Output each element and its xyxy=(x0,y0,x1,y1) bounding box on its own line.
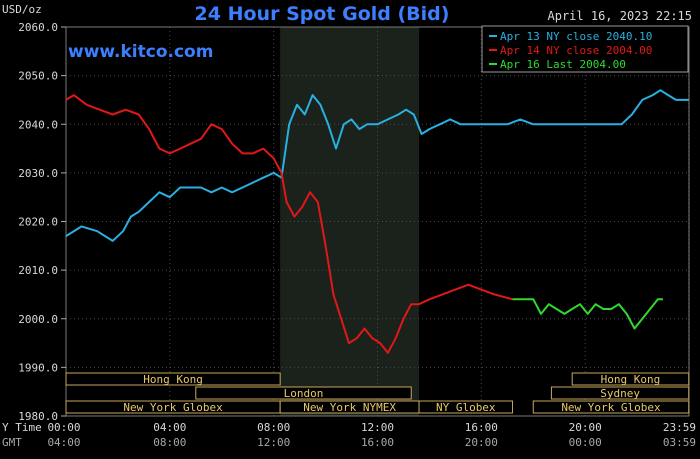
gmt-time-tick: 04:00 xyxy=(47,436,80,449)
ny-session-shade xyxy=(280,27,420,416)
market-hours-shading xyxy=(280,27,420,416)
market-sessions: Hong Kong London New York Globex New York N… xyxy=(65,372,690,414)
market-session-bar xyxy=(550,386,690,400)
watermark: www.kitco.com xyxy=(68,42,213,62)
unit-label: USD/oz xyxy=(2,3,42,16)
y-tick-label: 2020.0 xyxy=(18,216,58,229)
gmt-time-tick: 16:00 xyxy=(361,436,394,449)
legend-entry: Apr 16 Last 2004.00 xyxy=(500,58,626,71)
ny-time-label: Y Time xyxy=(2,421,42,434)
ny-time-tick: 23:59 xyxy=(663,421,696,434)
y-tick-label: 2010.0 xyxy=(18,264,58,277)
gmt-time-tick: 08:00 xyxy=(153,436,186,449)
timestamp: April 16, 2023 22:15 xyxy=(548,9,693,23)
ny-time-tick: 12:00 xyxy=(361,421,394,434)
legend-entry: Apr 13 NY close 2040.10 xyxy=(500,30,652,43)
y-tick-label: 2030.0 xyxy=(18,167,58,180)
market-session-label: New York NYMEX xyxy=(303,401,396,414)
market-session-label: Sydney xyxy=(600,387,640,400)
series-line xyxy=(65,94,513,354)
market-session-bar xyxy=(195,386,412,400)
ny-time-tick: 20:00 xyxy=(569,421,602,434)
grid xyxy=(65,26,690,417)
market-session-bar xyxy=(532,400,690,414)
ny-time-tick: 04:00 xyxy=(153,421,186,434)
y-tick-label: 1980.0 xyxy=(18,410,58,423)
y-tick-label: 2050.0 xyxy=(18,70,58,83)
market-session-label: Hong Kong xyxy=(143,373,203,386)
market-session-label: New York Globex xyxy=(561,401,661,414)
market-session-label: Hong Kong xyxy=(601,373,661,386)
gmt-label: GMT xyxy=(2,436,22,449)
time-axis: Y Time GMT 00:00 04:00 04:00 08:00 08:00 12:0… xyxy=(2,421,696,449)
market-session-bar xyxy=(65,372,281,386)
chart-title: 24 Hour Spot Gold (Bid) xyxy=(195,3,450,25)
ny-time-tick: 00:00 xyxy=(47,421,80,434)
legend-box xyxy=(481,25,689,73)
series-line xyxy=(512,298,663,330)
y-tick-label: 2000.0 xyxy=(18,313,58,326)
gmt-time-tick: 20:00 xyxy=(465,436,498,449)
y-tick-label: 2060.0 xyxy=(18,21,58,34)
ny-time-tick: 16:00 xyxy=(465,421,498,434)
legend-entry: Apr 14 NY close 2004.00 xyxy=(500,44,652,57)
market-session-label: London xyxy=(284,387,324,400)
series-lines xyxy=(65,89,689,354)
y-axis-ticks: 1980.0 1990.0 2000.0 2010.0 2020.0 2030.0 2040… xyxy=(18,21,66,423)
market-session-bar xyxy=(418,400,513,414)
market-session-label: NY Globex xyxy=(436,401,496,414)
gmt-time-tick: 12:00 xyxy=(257,436,290,449)
gmt-time-tick: 00:00 xyxy=(569,436,602,449)
y-tick-label: 1990.0 xyxy=(18,361,58,374)
y-tick-label: 2040.0 xyxy=(18,118,58,131)
market-session-label: New York Globex xyxy=(123,401,223,414)
ny-time-tick: 08:00 xyxy=(257,421,290,434)
series-line xyxy=(65,89,689,242)
market-session-bar xyxy=(571,372,690,386)
gmt-time-tick: 03:59 xyxy=(663,436,696,449)
